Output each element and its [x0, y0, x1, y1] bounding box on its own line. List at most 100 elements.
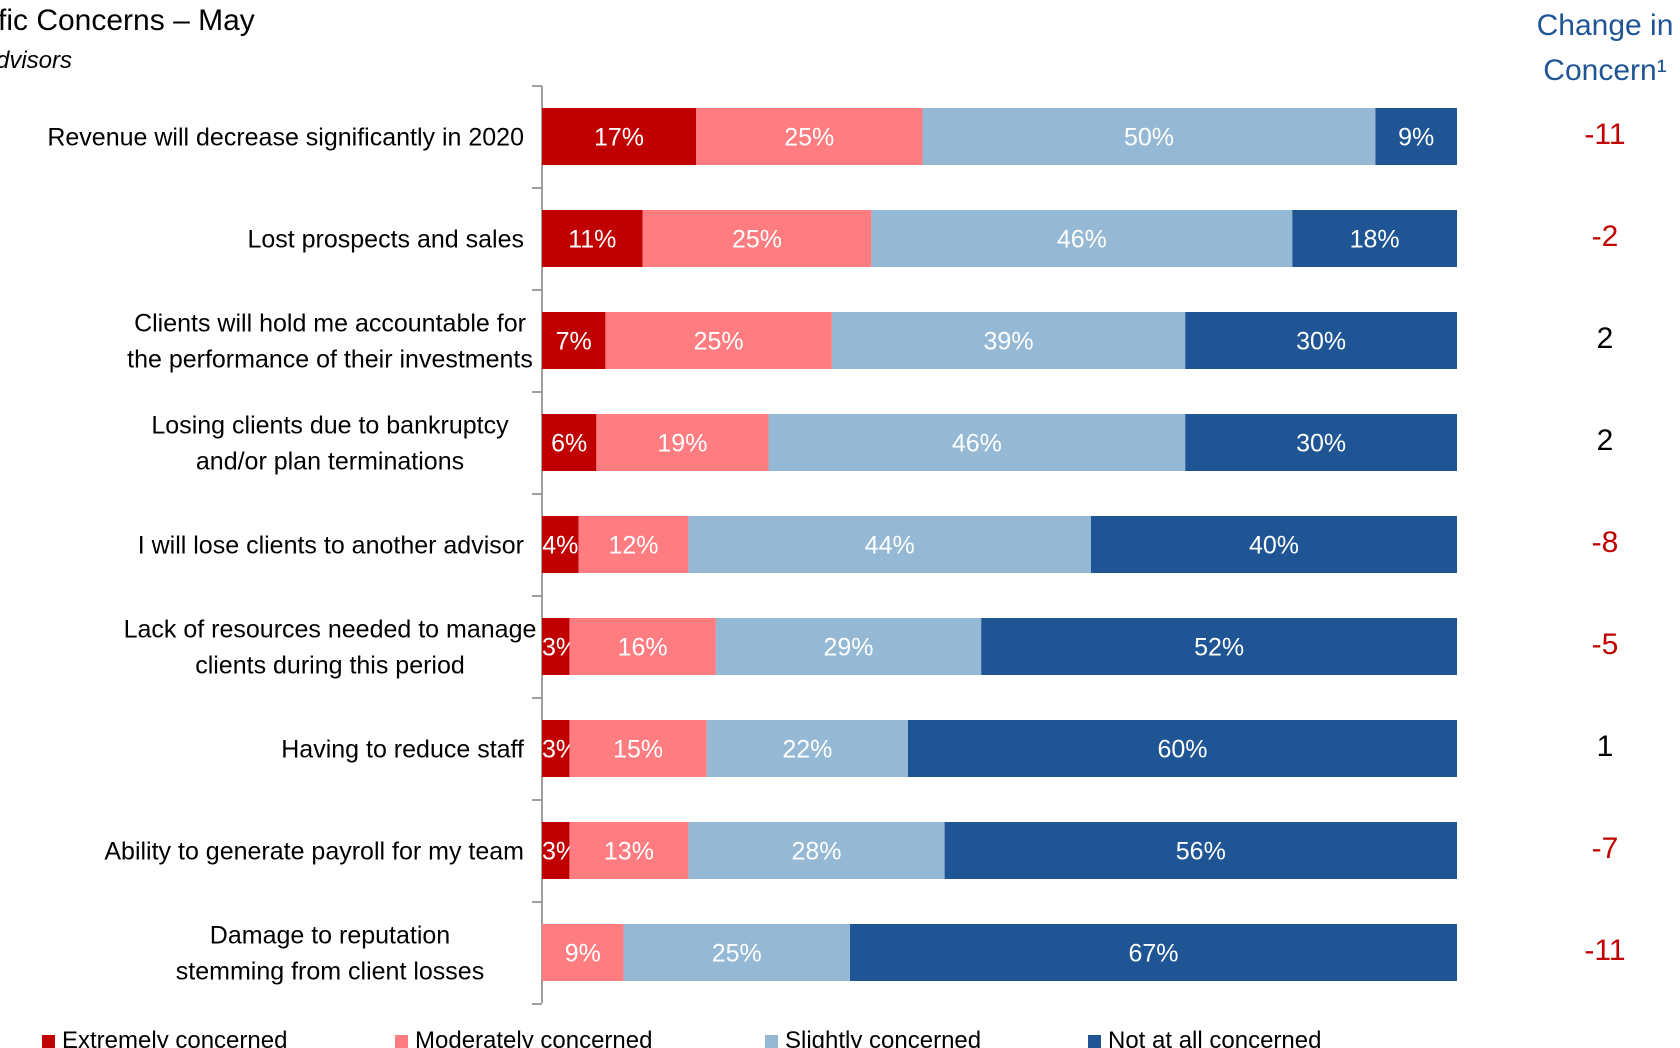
bar-segment	[542, 822, 570, 879]
legend-swatch	[1088, 1035, 1101, 1048]
data-label: 30%	[1296, 430, 1346, 458]
category-label: Revenue will decrease significantly in 2…	[47, 124, 524, 152]
data-label: 50%	[1124, 124, 1174, 152]
data-label: 30%	[1296, 328, 1346, 356]
bar-segment	[1091, 516, 1457, 573]
change-values: -11 -2 2 2 -8 -5 1 -7 -11	[1584, 118, 1625, 967]
category-labels: Revenue will decrease significantly in 2…	[47, 124, 536, 986]
change-header-line: Concern¹	[1543, 54, 1666, 87]
bar-segment	[944, 822, 1457, 879]
change-header: Change in Concern¹	[1537, 9, 1674, 87]
category-label: Ability to generate payroll for my team	[104, 838, 524, 866]
data-label: 13%	[604, 838, 654, 866]
data-label: 56%	[1176, 838, 1226, 866]
bar-segment	[831, 312, 1186, 369]
data-label: 12%	[608, 532, 658, 560]
data-label: 46%	[1057, 226, 1107, 254]
data-label: 9%	[1398, 124, 1434, 152]
category-label: Clients will hold me accountable for	[134, 310, 526, 338]
category-label: Damage to reputation	[210, 922, 450, 950]
change-value: 2	[1597, 424, 1614, 457]
bar-segment	[542, 924, 624, 981]
bar-segment	[1185, 414, 1457, 471]
data-label: 29%	[824, 634, 874, 662]
change-value: 2	[1597, 322, 1614, 355]
bar-segment	[542, 414, 597, 471]
bar-segment	[1292, 210, 1457, 267]
bar-segment	[569, 720, 707, 777]
data-label: 17%	[594, 124, 644, 152]
category-label: Lack of resources needed to manage	[124, 616, 537, 644]
bar-segment	[542, 516, 579, 573]
legend-swatch	[395, 1035, 408, 1048]
category-label: Losing clients due to bankruptcy	[151, 412, 509, 440]
data-label: 28%	[791, 838, 841, 866]
legend-swatch	[42, 1035, 55, 1048]
legend-label: Slightly concerned	[785, 1027, 981, 1048]
legend: Extremely concerned Moderately concerned S…	[42, 1027, 1321, 1048]
bar-segment	[922, 108, 1376, 165]
data-label: 60%	[1157, 736, 1207, 764]
change-value: -11	[1584, 118, 1625, 151]
legend-label: Moderately concerned	[415, 1027, 652, 1048]
category-label: Lost prospects and sales	[247, 226, 524, 254]
data-label: 22%	[782, 736, 832, 764]
data-label: 15%	[613, 736, 663, 764]
data-label: 52%	[1194, 634, 1244, 662]
data-label: 67%	[1128, 940, 1178, 968]
bar-segment	[981, 618, 1457, 675]
data-label: 16%	[618, 634, 668, 662]
bars: 17% 25% 50% 9% 11% 25% 46% 18% 7% 25% 39% 30% 6% 19% 4…	[542, 108, 1457, 981]
category-label: clients during this period	[195, 652, 465, 680]
category-label: the performance of their investments	[127, 346, 533, 374]
bar-segment	[623, 924, 851, 981]
change-value: -8	[1592, 526, 1619, 559]
bar-segment	[871, 210, 1293, 267]
bar-segment	[715, 618, 982, 675]
data-label: 25%	[712, 940, 762, 968]
data-label: 11%	[568, 226, 616, 254]
bar-segment	[542, 312, 606, 369]
data-label: 46%	[952, 430, 1002, 458]
data-label: 9%	[565, 940, 601, 968]
bar-segment	[542, 618, 570, 675]
data-label: 40%	[1249, 532, 1299, 560]
data-label: 25%	[784, 124, 834, 152]
change-value: -2	[1592, 220, 1619, 253]
bar-segment	[578, 516, 689, 573]
bar-segment	[850, 924, 1457, 981]
bar-segment	[542, 210, 643, 267]
bar-segment	[706, 720, 908, 777]
bar-segment	[569, 618, 716, 675]
y-axis	[532, 85, 543, 1005]
bar-segment	[688, 516, 1091, 573]
bar-segment	[768, 414, 1186, 471]
legend-label: Extremely concerned	[62, 1027, 287, 1048]
bar-segment	[542, 108, 697, 165]
bar-segment	[1185, 312, 1457, 369]
change-value: -11	[1584, 934, 1625, 967]
data-label: 18%	[1350, 226, 1400, 254]
chart-subtitle: dvisors	[0, 47, 72, 74]
change-value: -5	[1592, 628, 1619, 661]
data-label: 39%	[984, 328, 1034, 356]
category-label: Having to reduce staff	[281, 736, 524, 764]
data-label: 4%	[542, 532, 578, 560]
category-label: and/or plan terminations	[196, 448, 464, 476]
bar-segment	[596, 414, 769, 471]
change-value: 1	[1597, 730, 1614, 763]
category-label: I will lose clients to another advisor	[138, 532, 524, 560]
legend-label: Not at all concerned	[1108, 1027, 1321, 1048]
data-label: 19%	[657, 430, 707, 458]
bar-segment	[605, 312, 832, 369]
data-label: 25%	[732, 226, 782, 254]
bar-segment	[908, 720, 1457, 777]
data-label: 7%	[556, 328, 592, 356]
bar-segment	[542, 720, 570, 777]
bar-segment	[569, 822, 689, 879]
change-header-line: Change in	[1537, 9, 1674, 42]
data-label: 6%	[551, 430, 587, 458]
data-label: 44%	[865, 532, 915, 560]
chart-title: fic Concerns – May	[0, 4, 255, 37]
